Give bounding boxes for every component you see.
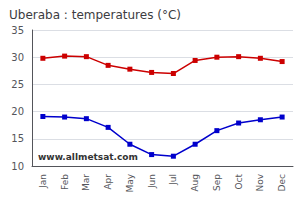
svg-text:Mar: Mar [81,174,91,191]
svg-text:Jul: Jul [168,174,178,186]
svg-text:20: 20 [11,106,24,117]
svg-text:Apr: Apr [103,174,113,190]
svg-text:15: 15 [11,133,24,144]
svg-text:10: 10 [11,161,24,172]
svg-text:Sep: Sep [212,174,222,191]
svg-text:Dec: Dec [277,174,287,191]
svg-text:Uberaba : temperatures (°C): Uberaba : temperatures (°C) [9,8,181,22]
svg-text:www.allmetsat.com: www.allmetsat.com [38,152,138,162]
svg-text:Feb: Feb [60,174,70,190]
svg-text:30: 30 [11,52,24,63]
svg-text:Jun: Jun [147,174,157,189]
svg-text:35: 35 [11,25,24,36]
svg-text:Nov: Nov [255,173,265,191]
svg-text:25: 25 [11,79,24,90]
svg-text:Aug: Aug [190,174,200,192]
svg-text:Jan: Jan [38,174,48,189]
svg-text:May: May [125,173,135,192]
svg-text:Oct: Oct [234,174,244,190]
